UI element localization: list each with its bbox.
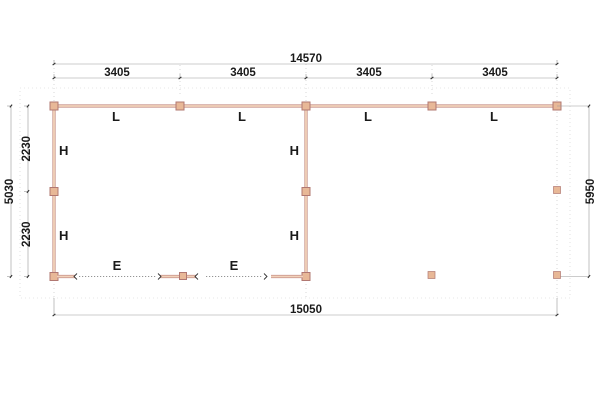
svg-text:E: E <box>230 258 239 273</box>
svg-text:L: L <box>238 109 246 124</box>
svg-text:14570: 14570 <box>290 53 322 65</box>
svg-text:3405: 3405 <box>230 67 256 79</box>
svg-text:E: E <box>113 258 122 273</box>
svg-text:5030: 5030 <box>4 179 16 205</box>
svg-text:2230: 2230 <box>21 136 33 162</box>
svg-text:3405: 3405 <box>356 67 382 79</box>
svg-text:15050: 15050 <box>290 304 322 316</box>
svg-text:5950: 5950 <box>585 179 597 205</box>
svg-text:H: H <box>59 228 68 243</box>
svg-text:H: H <box>290 228 299 243</box>
svg-text:L: L <box>364 109 372 124</box>
svg-text:H: H <box>290 143 299 158</box>
svg-text:L: L <box>490 109 498 124</box>
svg-text:3405: 3405 <box>104 67 130 79</box>
svg-text:L: L <box>112 109 120 124</box>
svg-text:H: H <box>59 143 68 158</box>
svg-text:3405: 3405 <box>482 67 508 79</box>
svg-text:2230: 2230 <box>21 221 33 247</box>
